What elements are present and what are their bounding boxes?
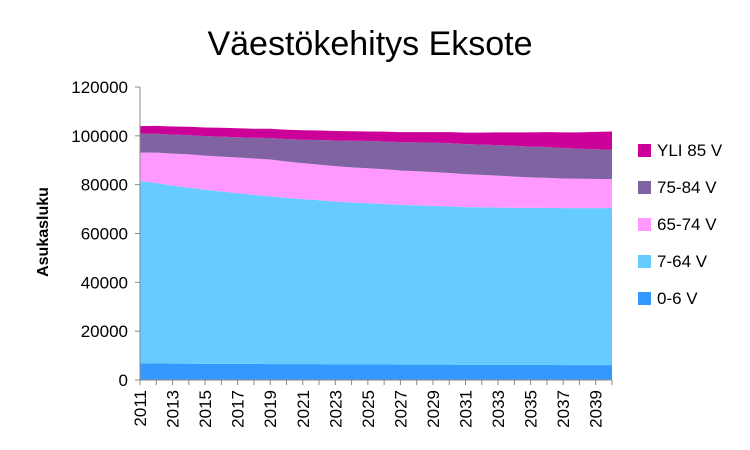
legend-label-65-74-v: 65-74 V: [657, 215, 717, 234]
x-tick-label: 2039: [587, 390, 606, 428]
y-axis-label: Asukasluku: [35, 187, 52, 277]
legend-swatch-0-6-v: [638, 292, 651, 305]
x-tick-label: 2015: [196, 390, 215, 428]
area-0-6-v: [140, 363, 612, 380]
y-tick-label: 60000: [81, 225, 128, 244]
legend: YLI 85 V 75-84 V 65-74 V 7-64 V 0-6 V: [638, 141, 723, 308]
legend-label-75-84-v: 75-84 V: [657, 178, 717, 197]
y-tick-label: 100000: [71, 127, 128, 146]
x-tick-label: 2037: [554, 390, 573, 428]
legend-swatch-75-84-v: [638, 181, 651, 194]
y-tick-label: 20000: [81, 322, 128, 341]
series-areas: [140, 125, 612, 380]
area-75-84-v: [140, 133, 612, 180]
y-tick-label: 0: [119, 371, 128, 390]
x-tick-label: 2025: [359, 390, 378, 428]
y-tick-label: 120000: [71, 78, 128, 97]
y-tick-label: 80000: [81, 176, 128, 195]
legend-swatch-7-64-v: [638, 255, 651, 268]
chart-title: Väestökehitys Eksote: [207, 25, 532, 63]
x-tick-label: 2017: [229, 390, 248, 428]
legend-swatch-yli-85-v: [638, 144, 651, 157]
x-tick-label: 2031: [457, 390, 476, 428]
x-tick-label: 2035: [522, 390, 541, 428]
y-axis-ticks: 0 20000 40000 60000 80000 100000 120000: [71, 78, 140, 390]
x-tick-label: 2027: [391, 390, 410, 428]
legend-swatch-65-74-v: [638, 218, 651, 231]
legend-label-0-6-v: 0-6 V: [657, 289, 698, 308]
x-tick-label: 2019: [261, 390, 280, 428]
x-tick-label: 2011: [131, 390, 150, 427]
area-65-74-v: [140, 152, 612, 209]
x-tick-label: 2023: [326, 390, 345, 428]
area-7-64-v: [140, 181, 612, 366]
legend-label-7-64-v: 7-64 V: [657, 252, 708, 271]
x-tick-label: 2033: [489, 390, 508, 428]
y-tick-label: 40000: [81, 273, 128, 292]
area-yli-85-v: [140, 125, 612, 150]
x-axis-ticks: 2011 2013 2015 2017 2019 2021 2023 2025 2027 2029…: [131, 380, 613, 428]
legend-label-yli-85-v: YLI 85 V: [657, 141, 723, 160]
x-tick-label: 2021: [294, 390, 313, 428]
x-tick-label: 2029: [424, 390, 443, 428]
x-tick-label: 2013: [164, 390, 183, 428]
